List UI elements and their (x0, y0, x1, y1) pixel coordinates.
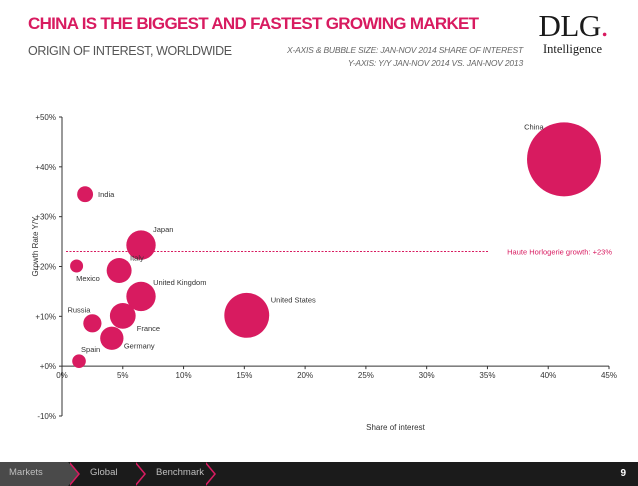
bubble-mexico (70, 259, 84, 273)
bubbles (70, 122, 602, 368)
bubble-united-kingdom (126, 281, 156, 312)
breadcrumb-markets[interactable]: Markets (0, 462, 68, 486)
axis-note-y: Y-AXIS: Y/Y JAN-NOV 2014 VS. JAN-NOV 201… (347, 58, 523, 68)
x-tick-label: 45% (601, 371, 617, 380)
logo-subtitle: Intelligence (543, 42, 602, 56)
x-tick-label: 0% (56, 371, 68, 380)
footer-nav: Markets Global Benchmark 9 (0, 462, 638, 486)
y-axis-title: Growth Rate Y/Y (31, 216, 40, 277)
bubble-india (77, 186, 94, 203)
bubble-label: Italy (130, 254, 144, 263)
breadcrumb-global[interactable]: Global (90, 467, 118, 478)
x-tick-label: 20% (297, 371, 313, 380)
bubble-labels: China United States Japan United Kingdom Fra… (67, 122, 544, 354)
logo-wordmark: DLG. (538, 8, 609, 43)
bubble-label: Germany (124, 341, 155, 350)
x-tick-label: 15% (236, 371, 252, 380)
page-title: CHINA IS THE BIGGEST AND FASTEST GROWING… (28, 14, 479, 33)
axis-note-x: X-AXIS & BUBBLE SIZE: JAN-NOV 2014 SHARE… (286, 45, 523, 55)
bubble-label: Mexico (76, 274, 100, 283)
bubble-label: France (137, 324, 160, 333)
bubble-france (109, 302, 136, 329)
chevron-3-inner (204, 462, 214, 486)
logo-text: DLG (538, 8, 602, 43)
page-number: 9 (620, 468, 626, 479)
x-tick-label: 35% (479, 371, 495, 380)
y-tick-label: +0% (40, 362, 56, 371)
bubble-russia (83, 314, 102, 333)
bubble-label: China (524, 122, 544, 131)
bubble-label: India (98, 190, 115, 199)
chevron-1-fill (68, 462, 78, 486)
reference-line-label: Haute Horlogerie growth: +23% (507, 248, 612, 257)
bubble-spain (72, 354, 86, 368)
y-tick-label: -10% (37, 412, 56, 421)
y-tick-label: +30% (35, 213, 56, 222)
dlg-logo: DLG. Intelligence (538, 8, 609, 57)
x-tick-label: 5% (117, 371, 129, 380)
bubble-label: Spain (81, 345, 100, 354)
bubble-label: United Kingdom (153, 278, 206, 287)
x-tick-label: 40% (540, 371, 556, 380)
x-tick-label: 25% (358, 371, 374, 380)
x-tick-label: 30% (419, 371, 435, 380)
logo-dot: . (600, 8, 609, 43)
y-tick-label: +50% (35, 113, 56, 122)
breadcrumb-benchmark[interactable]: Benchmark (156, 467, 205, 478)
bubble-italy (106, 258, 132, 283)
bubble-label: Russia (67, 305, 91, 314)
bubble-chart: -10% +0% +10% +20% +30% +40% +50% 0% 5% 10% 15% 20%… (31, 113, 617, 432)
page-subtitle: ORIGIN OF INTEREST, WORLDWIDE (28, 44, 232, 58)
bubble-label: United States (271, 295, 316, 304)
x-tick-label: 10% (176, 371, 192, 380)
axes: -10% +0% +10% +20% +30% +40% +50% 0% 5% 10% 15% 20%… (31, 113, 617, 432)
x-axis-title: Share of interest (366, 423, 425, 432)
bubble-japan (126, 230, 156, 260)
bubble-china (527, 122, 602, 197)
bubble-germany (100, 326, 124, 350)
chevron-2-inner (134, 462, 144, 486)
bubble-label: Japan (153, 225, 173, 234)
bubble-united-states (224, 292, 270, 338)
y-tick-label: +10% (35, 312, 56, 321)
y-tick-label: +20% (35, 263, 56, 272)
y-tick-label: +40% (35, 163, 56, 172)
